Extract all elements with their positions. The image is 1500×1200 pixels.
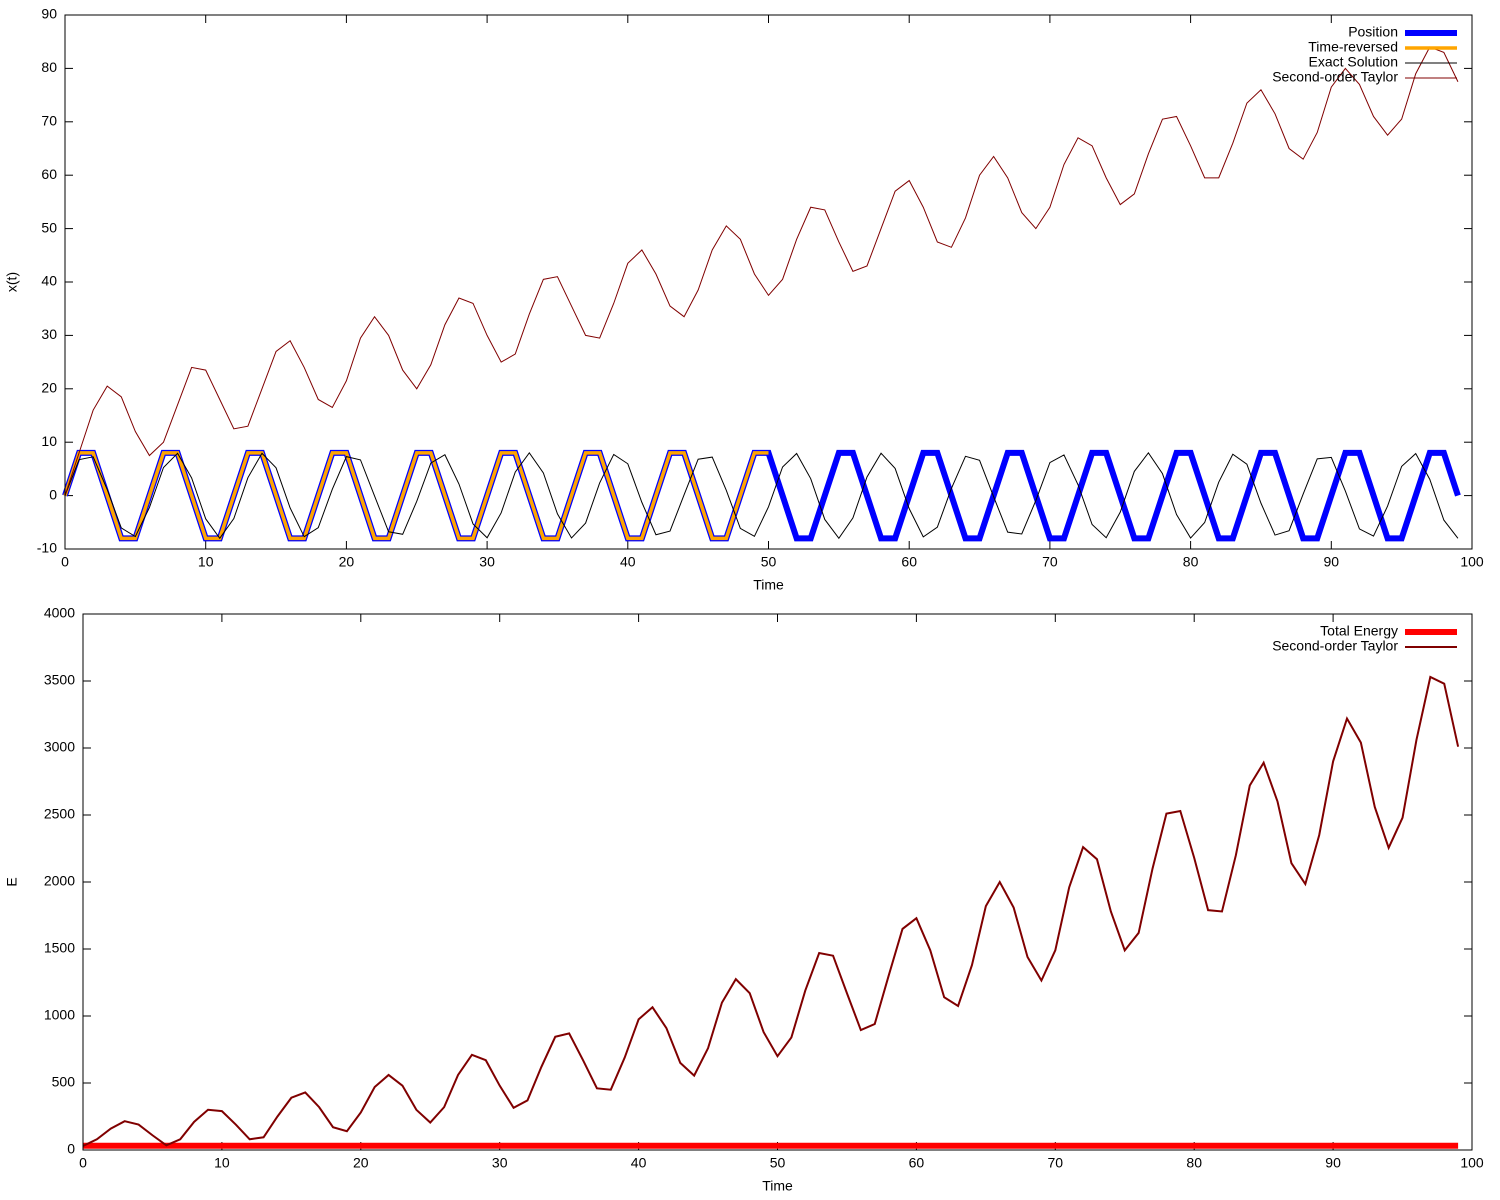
x-tick-label: 80 bbox=[1186, 1155, 1202, 1171]
y-axis-label: x(t) bbox=[4, 272, 20, 292]
y-tick-label: 60 bbox=[41, 166, 57, 182]
series-line bbox=[82, 675, 1460, 1147]
x-tick-label: 10 bbox=[214, 1155, 230, 1171]
y-tick-label: 70 bbox=[41, 113, 57, 129]
x-tick-label: 0 bbox=[79, 1155, 87, 1171]
y-tick-label: 20 bbox=[41, 380, 57, 396]
plot-frame bbox=[64, 14, 1473, 550]
x-axis-label: Time bbox=[753, 577, 784, 593]
x-tick-label: 100 bbox=[1460, 1155, 1484, 1171]
y-tick-label: 0 bbox=[49, 486, 57, 502]
y-tick-label: 30 bbox=[41, 326, 57, 342]
y-tick-label: 80 bbox=[41, 59, 57, 75]
y-tick-label: 4000 bbox=[44, 605, 75, 621]
x-tick-label: 90 bbox=[1324, 554, 1340, 570]
x-tick-label: 100 bbox=[1460, 554, 1484, 570]
legend-label: Position bbox=[1348, 24, 1398, 40]
x-tick-label: 0 bbox=[61, 554, 69, 570]
x-tick-label: 60 bbox=[909, 1155, 925, 1171]
x-tick-label: 40 bbox=[631, 1155, 647, 1171]
y-tick-label: 1500 bbox=[44, 940, 75, 956]
x-tick-label: 70 bbox=[1048, 1155, 1064, 1171]
legend-label: Total Energy bbox=[1320, 623, 1398, 639]
y-tick-label: 2500 bbox=[44, 806, 75, 822]
y-tick-label: 50 bbox=[41, 219, 57, 235]
x-tick-label: 60 bbox=[901, 554, 917, 570]
legend-label: Time-reversed bbox=[1308, 39, 1398, 55]
x-tick-label: 30 bbox=[492, 1155, 508, 1171]
series-line bbox=[64, 452, 1459, 540]
x-tick-label: 20 bbox=[353, 1155, 369, 1171]
y-tick-label: 10 bbox=[41, 433, 57, 449]
x-tick-label: 50 bbox=[761, 554, 777, 570]
x-tick-label: 50 bbox=[770, 1155, 786, 1171]
legend-label: Second-order Taylor bbox=[1272, 638, 1398, 654]
x-tick-label: 10 bbox=[198, 554, 214, 570]
legend-label: Second-order Taylor bbox=[1272, 69, 1398, 85]
legend-label: Exact Solution bbox=[1309, 54, 1399, 70]
y-axis-label: E bbox=[4, 877, 20, 886]
x-axis-label: Time bbox=[762, 1178, 793, 1194]
x-tick-label: 70 bbox=[1042, 554, 1058, 570]
x-tick-label: 90 bbox=[1325, 1155, 1341, 1171]
y-tick-label: 2000 bbox=[44, 873, 75, 889]
y-tick-label: 3000 bbox=[44, 739, 75, 755]
y-tick-label: 0 bbox=[67, 1141, 75, 1157]
y-tick-label: -10 bbox=[37, 540, 57, 556]
plot-frame bbox=[82, 613, 1473, 1151]
series-line bbox=[64, 46, 1459, 496]
y-tick-label: 500 bbox=[52, 1074, 76, 1090]
y-tick-label: 3500 bbox=[44, 672, 75, 688]
y-tick-label: 40 bbox=[41, 273, 57, 289]
y-tick-label: 90 bbox=[41, 6, 57, 22]
x-tick-label: 30 bbox=[479, 554, 495, 570]
x-tick-label: 80 bbox=[1183, 554, 1199, 570]
series-line bbox=[63, 451, 769, 541]
x-tick-label: 20 bbox=[339, 554, 355, 570]
y-tick-label: 1000 bbox=[44, 1007, 75, 1023]
x-tick-label: 40 bbox=[620, 554, 636, 570]
